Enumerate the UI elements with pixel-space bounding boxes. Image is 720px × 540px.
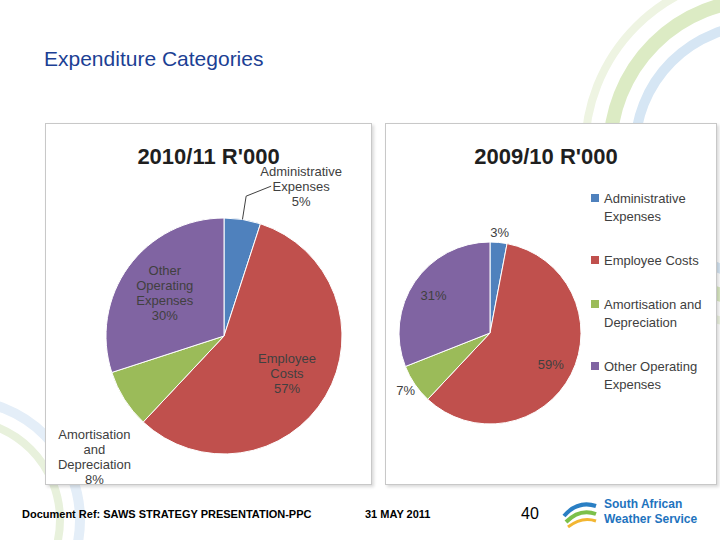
svg-text:31%: 31%: [421, 287, 447, 302]
svg-text:OtherOperatingExpenses30%: OtherOperatingExpenses30%: [136, 263, 194, 323]
html-text:Document Ref: SAWS STRATEGY PR: Document Ref: SAWS STRATEGY PRESENTATION…: [22, 508, 312, 520]
html-text:Amortisation and Depreciation: Amortisation and Depreciation: [604, 297, 702, 330]
html-text:Weather Service: Weather Service: [604, 512, 698, 526]
html-text:2010/11 R'000: 2010/11 R'000: [137, 144, 280, 169]
svg-text:59%: 59%: [538, 356, 564, 371]
svg-text:AdministrativeExpenses5%: AdministrativeExpenses5%: [260, 164, 342, 209]
svg-text:EmployeeCosts57%: EmployeeCosts57%: [258, 351, 316, 396]
html-text:South African: South African: [604, 497, 683, 511]
html-text:Administrative Expenses: Administrative Expenses: [604, 191, 686, 224]
html-text:Expenditure Categories: Expenditure Categories: [44, 47, 264, 70]
svg-text:AmortisationandDepreciation8%: AmortisationandDepreciation8%: [58, 427, 131, 484]
html-text:31 MAY 2011: 31 MAY 2011: [365, 508, 431, 520]
html-text:Other Operating Expenses: Other Operating Expenses: [604, 359, 698, 392]
html-text:40: 40: [521, 505, 539, 522]
svg-text:7%: 7%: [396, 383, 415, 398]
html-text:Employee Costs: Employee Costs: [604, 253, 699, 268]
svg-text:3%: 3%: [490, 224, 509, 239]
html-text:2009/10 R'000: 2009/10 R'000: [474, 144, 618, 169]
